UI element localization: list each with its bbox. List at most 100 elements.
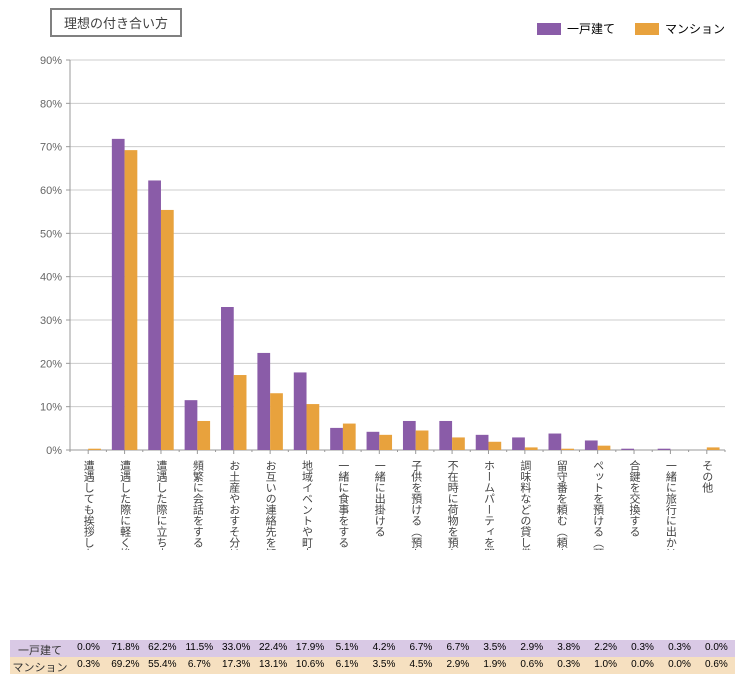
category-label: その他: [701, 460, 714, 493]
table-cell: 3.5%: [366, 657, 403, 674]
data-table: 一戸建て0.0%71.8%62.2%11.5%33.0%22.4%17.9%5.…: [10, 640, 735, 674]
category-label: お互いの連絡先を知っている: [264, 460, 277, 550]
table-cell: 6.7%: [181, 657, 218, 674]
table-cell: 1.0%: [587, 657, 624, 674]
bar: [621, 449, 634, 450]
category-label: 留守番を頼む（頼まれる）: [555, 460, 568, 550]
category-label: 子供を預ける（預かる）: [410, 460, 423, 550]
category-label: 遭遇した際に軽く挨拶を交わす: [119, 459, 132, 550]
bar: [561, 449, 574, 450]
bar: [148, 180, 161, 450]
category-label: 不在時に荷物を預かる: [446, 460, 459, 550]
category-label: ペットを預ける（預かる）: [592, 460, 605, 550]
table-row-label: 一戸建て: [10, 640, 70, 657]
svg-text:20%: 20%: [40, 358, 62, 370]
bar: [197, 421, 210, 450]
svg-text:60%: 60%: [40, 185, 62, 197]
chart-title: 理想の付き合い方: [50, 8, 182, 37]
table-cell: 0.0%: [70, 640, 107, 657]
table-row: マンション0.3%69.2%55.4%6.7%17.3%13.1%10.6%6.…: [10, 657, 735, 674]
bar: [549, 434, 562, 450]
table-row-label: マンション: [10, 657, 70, 674]
table-cell: 69.2%: [107, 657, 144, 674]
category-label: 一緒に出掛ける: [373, 460, 386, 537]
bar: [598, 446, 611, 450]
chart-container: 理想の付き合い方 一戸建て マンション 0% 10% 20% 30% 40% 50% 60%…: [0, 0, 745, 694]
legend-label-1: 一戸建て: [567, 20, 615, 37]
bar: [525, 447, 538, 450]
svg-text:30%: 30%: [40, 315, 62, 327]
bar: [476, 435, 489, 450]
legend-swatch-2: [635, 23, 659, 35]
table-cell: 17.9%: [292, 640, 329, 657]
bar: [307, 404, 320, 450]
table-cell: 0.0%: [698, 640, 735, 657]
table-cell: 55.4%: [144, 657, 181, 674]
svg-text:0%: 0%: [46, 445, 62, 457]
category-label: 遭遇しても挨拶しない: [82, 459, 95, 550]
bar: [658, 449, 671, 450]
svg-text:40%: 40%: [40, 272, 62, 284]
bar: [112, 139, 125, 450]
table-cell: 0.0%: [624, 657, 661, 674]
table-cell: 17.3%: [218, 657, 255, 674]
category-label: 頻繁に会話をする: [191, 459, 204, 548]
legend: 一戸建て マンション: [537, 20, 725, 37]
bar: [88, 449, 101, 450]
bar: [416, 431, 429, 451]
svg-text:70%: 70%: [40, 142, 62, 154]
chart-area: 0% 10% 20% 30% 40% 50% 60% 70% 80% 90% 遭遇しても挨拶しない 遭…: [10, 50, 735, 550]
bar: [270, 393, 283, 450]
bar: [439, 421, 452, 450]
bar: [488, 442, 501, 450]
table-cell: 22.4%: [255, 640, 292, 657]
legend-label-2: マンション: [665, 20, 725, 37]
bar: [403, 421, 416, 450]
table-cell: 2.9%: [513, 640, 550, 657]
table-cell: 5.1%: [329, 640, 366, 657]
bar: [161, 210, 174, 450]
table-cell: 4.5%: [402, 657, 439, 674]
svg-text:50%: 50%: [40, 228, 62, 240]
table-cell: 0.3%: [550, 657, 587, 674]
category-label: 遭遇した際に立ち止まって少し会話を交わす: [155, 459, 168, 550]
table-cell: 13.1%: [255, 657, 292, 674]
bar: [257, 353, 270, 450]
bar: [294, 372, 307, 450]
bar: [221, 307, 234, 450]
table-cell: 0.3%: [70, 657, 107, 674]
table-cell: 0.6%: [698, 657, 735, 674]
category-label: 合鍵を交換する: [628, 459, 641, 537]
svg-text:10%: 10%: [40, 402, 62, 414]
bar: [343, 424, 356, 450]
table-cell: 2.2%: [587, 640, 624, 657]
table-cell: 0.3%: [661, 640, 698, 657]
table-cell: 4.2%: [366, 640, 403, 657]
table-cell: 2.9%: [439, 657, 476, 674]
bar-chart-svg: 0% 10% 20% 30% 40% 50% 60% 70% 80% 90% 遭遇しても挨拶しない 遭…: [10, 50, 735, 550]
table-cell: 6.7%: [439, 640, 476, 657]
bar: [234, 375, 247, 450]
legend-swatch-1: [537, 23, 561, 35]
table-cell: 0.6%: [513, 657, 550, 674]
category-label: 一緒に食事をする: [337, 460, 350, 548]
category-label: お土産やおすそ分けを渡す（もらう）: [228, 460, 241, 550]
table-cell: 6.7%: [402, 640, 439, 657]
table-cell: 6.1%: [329, 657, 366, 674]
table-cell: 71.8%: [107, 640, 144, 657]
table-row: 一戸建て0.0%71.8%62.2%11.5%33.0%22.4%17.9%5.…: [10, 640, 735, 657]
bar: [185, 400, 198, 450]
category-label: 一緒に旅行に出かける: [664, 460, 677, 550]
table-cell: 33.0%: [218, 640, 255, 657]
legend-item-1: 一戸建て: [537, 20, 615, 37]
table-cell: 3.5%: [476, 640, 513, 657]
table-cell: 10.6%: [292, 657, 329, 674]
table-cell: 0.3%: [624, 640, 661, 657]
category-label: ホームパーティを開く: [482, 460, 495, 550]
svg-text:90%: 90%: [40, 55, 62, 67]
bar: [367, 432, 380, 450]
table-cell: 11.5%: [181, 640, 218, 657]
svg-text:80%: 80%: [40, 98, 62, 110]
table-cell: 3.8%: [550, 640, 587, 657]
table-cell: 1.9%: [476, 657, 513, 674]
